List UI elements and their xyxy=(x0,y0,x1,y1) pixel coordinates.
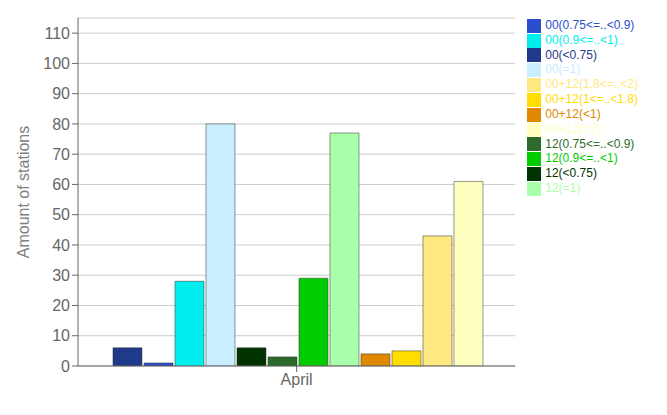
svg-text:Amount of stations: Amount of stations xyxy=(15,126,32,259)
svg-text:110: 110 xyxy=(44,25,70,42)
svg-text:60: 60 xyxy=(52,176,70,193)
html-text:12(0.75<=..<0.9): 12(0.75<=..<0.9) xyxy=(545,136,635,151)
html-text:00(=1): 00(=1) xyxy=(545,62,581,77)
svg-text:April: April xyxy=(281,371,313,388)
svg-text:80: 80 xyxy=(52,116,70,133)
html-text:12(=1): 12(=1) xyxy=(545,181,581,196)
svg-text:90: 90 xyxy=(52,85,70,102)
html-text:00+12(=2): 00+12(=2) xyxy=(545,121,601,136)
html-text:00+12(1.8<=..<2): 00+12(1.8<=..<2) xyxy=(545,77,638,92)
svg-text:100: 100 xyxy=(43,55,70,72)
html-text:12(0.9<=..<1): 12(0.9<=..<1) xyxy=(545,151,618,166)
svg-text:20: 20 xyxy=(52,297,70,314)
html-text:12(<0.75): 12(<0.75) xyxy=(545,166,597,181)
svg-text:40: 40 xyxy=(52,237,70,254)
html-text:00(0.9<=..<1): 00(0.9<=..<1) xyxy=(545,32,618,47)
html-text:00(<0.75): 00(<0.75) xyxy=(545,47,597,62)
svg-text:30: 30 xyxy=(52,267,70,284)
svg-text:70: 70 xyxy=(52,146,70,163)
html-text:00+12(<1): 00+12(<1) xyxy=(545,107,601,121)
html-text:00(0.75<=..<0.9): 00(0.75<=..<0.9) xyxy=(545,18,635,32)
svg-text:0: 0 xyxy=(61,358,70,375)
svg-text:50: 50 xyxy=(52,206,70,223)
svg-text:10: 10 xyxy=(52,327,70,344)
html-text:00+12(1<=..<1.8): 00+12(1<=..<1.8) xyxy=(545,92,638,107)
